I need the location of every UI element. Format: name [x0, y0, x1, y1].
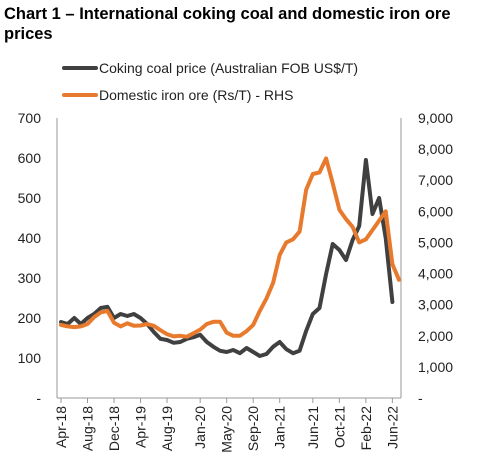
x-tick-label: Jan-21 [272, 406, 288, 449]
x-tick-label: Apr-19 [133, 406, 149, 448]
y-left-tick-label: 400 [18, 230, 42, 246]
y-left-tick-label: - [36, 390, 41, 406]
x-tick-label: Aug-18 [80, 406, 96, 451]
y-right-tick-label: 5,000 [418, 234, 453, 250]
y-right-tick-label: 8,000 [418, 141, 453, 157]
x-tick-label: Feb-22 [358, 406, 374, 451]
x-tick-label: Dec-18 [106, 406, 122, 451]
coking-coal-series-line [59, 158, 395, 358]
legend-label-coking-coal: Coking coal price (Australian FOB US$/T) [99, 60, 358, 76]
y-right-tick-label: 4,000 [418, 266, 453, 282]
x-tick-label: Apr-18 [53, 406, 69, 448]
x-tick-label: Jun-21 [305, 406, 321, 449]
x-tick-label: Jan-20 [192, 406, 208, 449]
y-left-tick-label: 300 [18, 270, 42, 286]
x-tick-label: Sep-20 [245, 406, 261, 451]
x-tick-label: Aug-19 [159, 406, 175, 451]
y-right-tick-label: 7,000 [418, 172, 453, 188]
chart-legend: Coking coal price (Australian FOB US$/T)… [62, 60, 358, 103]
y-right-tick-label: 2,000 [418, 328, 453, 344]
y-right-tick-label: - [418, 390, 423, 406]
x-tick-label: Jun-22 [384, 406, 400, 449]
y-right-tick-label: 1,000 [418, 359, 453, 375]
y-left-tick-label: 200 [18, 310, 42, 326]
iron-ore-series-line [59, 156, 401, 339]
chart-axes: - 100 200 300 400 500 600 700 - 1,000 2,000 3,000 4,… [18, 110, 454, 453]
y-right-tick-label: 9,000 [418, 110, 453, 126]
x-tick-label: May-20 [219, 406, 235, 453]
y-left-tick-label: 700 [18, 110, 42, 126]
x-tick-label: Oct-21 [331, 406, 347, 448]
chart-title: Chart 1 – International coking coal and … [4, 5, 451, 43]
y-left-tick-label: 600 [18, 150, 42, 166]
y-left-tick-label: 500 [18, 190, 42, 206]
legend-label-iron-ore: Domestic iron ore (Rs/T) - RHS [99, 87, 293, 103]
y-right-tick-label: 3,000 [418, 297, 453, 313]
y-left-tick-label: 100 [18, 350, 42, 366]
y-right-tick-label: 6,000 [418, 203, 453, 219]
chart-series [59, 156, 401, 358]
